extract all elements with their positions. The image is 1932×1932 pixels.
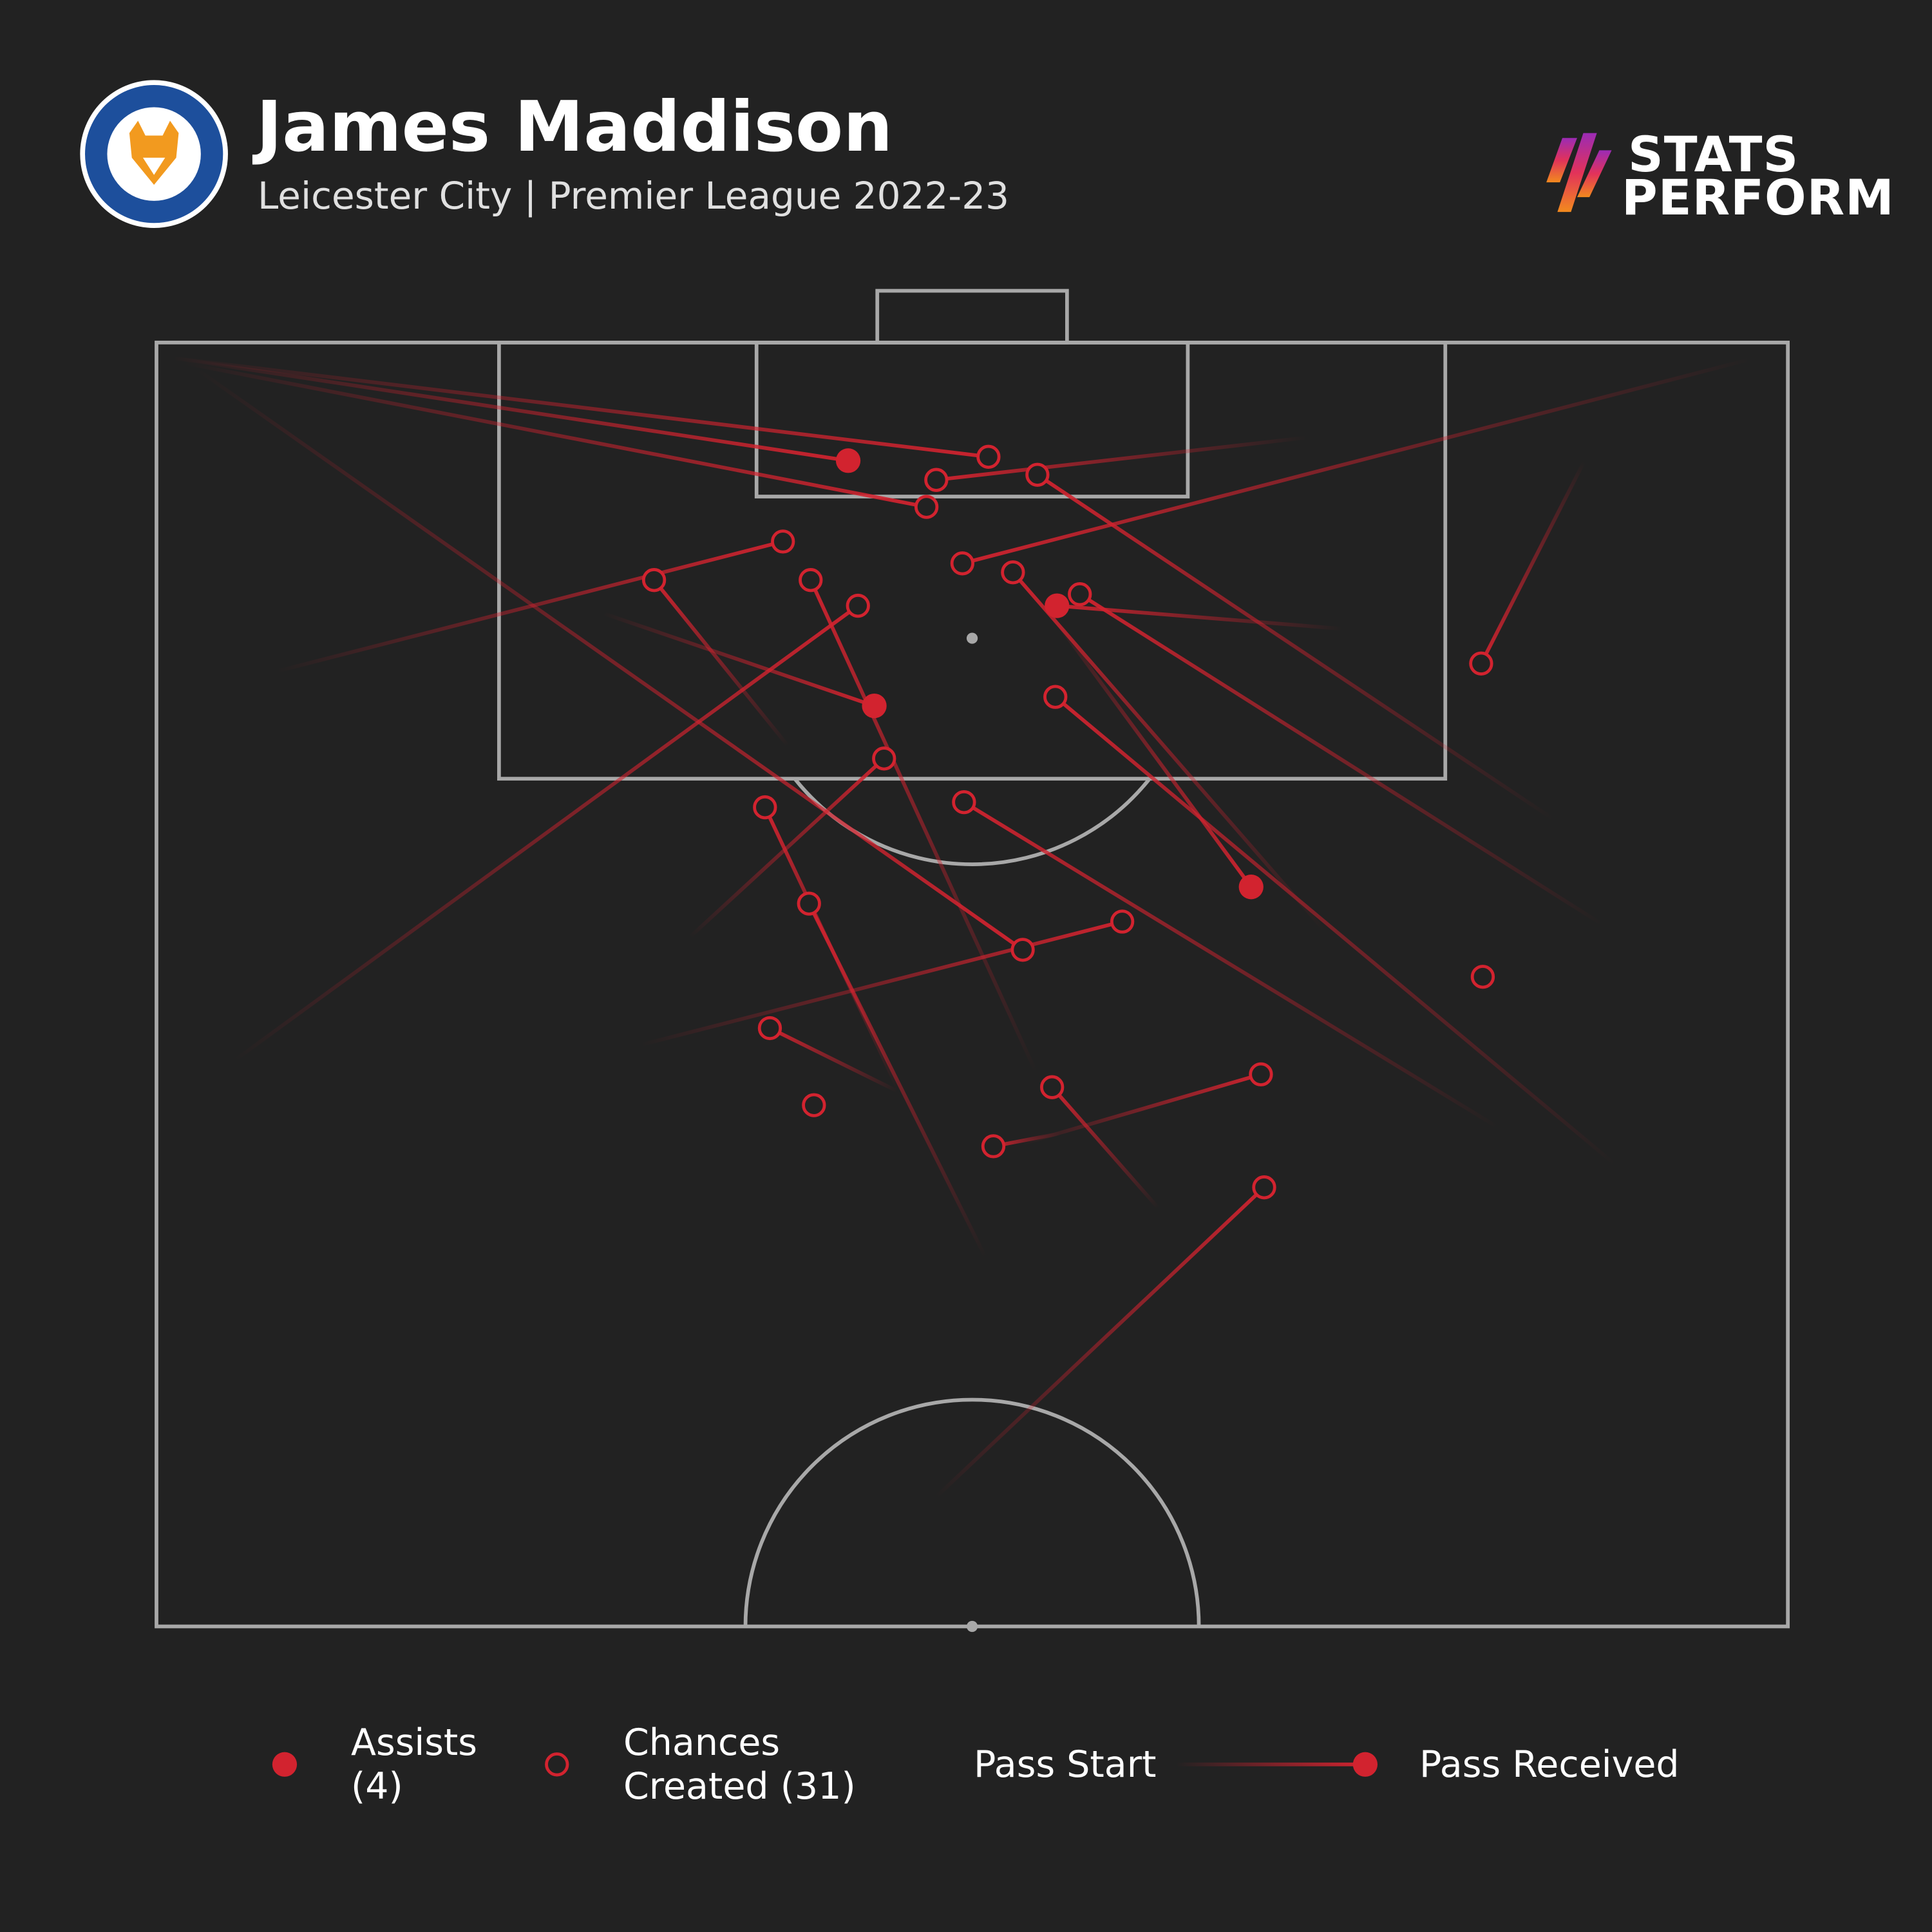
- chance-point: [753, 795, 777, 820]
- pass-line: [807, 902, 987, 1258]
- chance-point: [1040, 1075, 1065, 1099]
- chance-point: [872, 746, 896, 771]
- chance-point: [1025, 462, 1050, 487]
- chance-point: [1470, 965, 1495, 989]
- brand-text: STATS: [1628, 126, 1799, 183]
- assist-point: [862, 693, 887, 719]
- pass-line: [769, 1026, 898, 1093]
- brand-text: PERFORM: [1622, 169, 1895, 226]
- pass-line: [809, 579, 1037, 1073]
- chance-point: [771, 529, 795, 554]
- pass-line: [1054, 695, 1616, 1166]
- chance-point: [952, 790, 976, 815]
- chance-point: [914, 495, 939, 519]
- brand-mark: [1546, 133, 1612, 213]
- chance-point: [1010, 938, 1035, 962]
- pass-lines: [172, 355, 1751, 1499]
- penalty-spot: [966, 632, 978, 644]
- pass-line: [184, 361, 927, 509]
- legend-pass-end: [1352, 1752, 1378, 1777]
- pass-line: [603, 611, 875, 708]
- pass-ends: [641, 444, 1495, 1200]
- legend-label: Chances Created (31): [623, 1721, 856, 1808]
- pass-line: [1479, 460, 1586, 665]
- chance-point: [799, 568, 823, 592]
- assist-point: [1238, 875, 1264, 900]
- pass-line: [172, 355, 989, 459]
- legend-assist-marker: [272, 1752, 298, 1777]
- chance-point: [1001, 560, 1025, 585]
- pass-line: [196, 368, 1024, 952]
- pass-line: [640, 920, 1123, 1047]
- centre-spot: [966, 1620, 978, 1633]
- chance-point: [1252, 1175, 1276, 1200]
- passes: [172, 355, 1751, 1499]
- club-crest: [80, 80, 228, 228]
- chance-point: [976, 444, 1001, 469]
- legend-label: Pass Start: [974, 1743, 1157, 1786]
- chance-point: [981, 1134, 1006, 1159]
- chance-point: [1068, 582, 1092, 607]
- chance-point: [1469, 651, 1493, 676]
- pass-line: [961, 357, 1751, 565]
- pass-line: [1057, 603, 1343, 631]
- title: James Maddison: [256, 87, 893, 167]
- pass-line: [233, 604, 859, 1062]
- chance-point: [924, 468, 949, 492]
- pass-line: [1022, 1072, 1262, 1146]
- pass-line: [688, 757, 886, 939]
- pass-line: [276, 540, 784, 674]
- chance-point: [802, 1093, 826, 1117]
- legend-label: Assists (4): [351, 1721, 477, 1808]
- chance-point: [950, 551, 975, 576]
- pass-line: [936, 435, 1307, 482]
- legend-chance-marker: [545, 1752, 569, 1777]
- subtitle: Leicester City | Premier League 2022-23: [258, 174, 1010, 218]
- chance-point: [1043, 685, 1068, 709]
- pass-line: [934, 1186, 1265, 1499]
- chance-point: [1249, 1062, 1273, 1086]
- pass-line: [1036, 473, 1554, 820]
- chance-point: [797, 891, 821, 916]
- chance-point: [846, 593, 870, 618]
- pass-line: [1045, 608, 1253, 888]
- pass-line: [1079, 592, 1603, 926]
- pass-line: [963, 800, 1499, 1129]
- pass-line: [1050, 1086, 1160, 1209]
- legend-label: Pass Received: [1419, 1743, 1680, 1786]
- chance-point: [641, 568, 667, 592]
- pass-line: [1011, 571, 1326, 932]
- assist-point: [835, 448, 861, 473]
- chance-point: [1110, 909, 1135, 934]
- pass-line: [172, 355, 849, 463]
- pass-line: [652, 578, 790, 747]
- chance-point: [757, 1016, 782, 1041]
- assist-point: [1045, 593, 1070, 618]
